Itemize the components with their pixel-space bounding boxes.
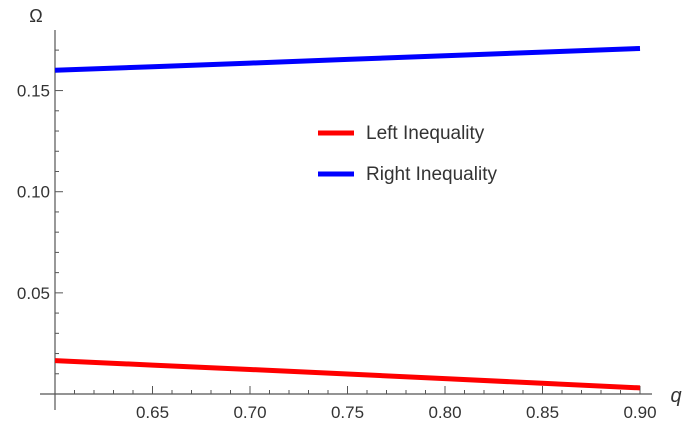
axes <box>40 30 652 410</box>
ticks: 0.65 0.70 0.75 0.80 0.85 0.90 0.05 0.10 0.15 <box>17 49 657 422</box>
series-line-right-inequality <box>54 46 641 73</box>
x-axis-label: q <box>670 385 681 407</box>
x-tick-label: 0.75 <box>331 403 364 422</box>
x-tick-label: 0.80 <box>428 403 461 422</box>
x-tick-label: 0.65 <box>136 403 169 422</box>
x-tick-label: 0.90 <box>623 403 656 422</box>
y-axis-label: Ω <box>29 6 42 26</box>
x-tick-label: 0.70 <box>233 403 266 422</box>
x-tick-label: 0.85 <box>526 403 559 422</box>
legend: Left Inequality Right Inequality <box>318 123 497 185</box>
series <box>54 46 641 391</box>
y-tick-label: 0.10 <box>17 183 50 202</box>
legend-label-left-inequality: Left Inequality <box>366 123 485 144</box>
y-tick-label: 0.15 <box>17 82 50 101</box>
series-line-left-inequality <box>54 358 641 391</box>
y-tick-label: 0.05 <box>17 284 50 303</box>
legend-label-right-inequality: Right Inequality <box>366 164 497 185</box>
